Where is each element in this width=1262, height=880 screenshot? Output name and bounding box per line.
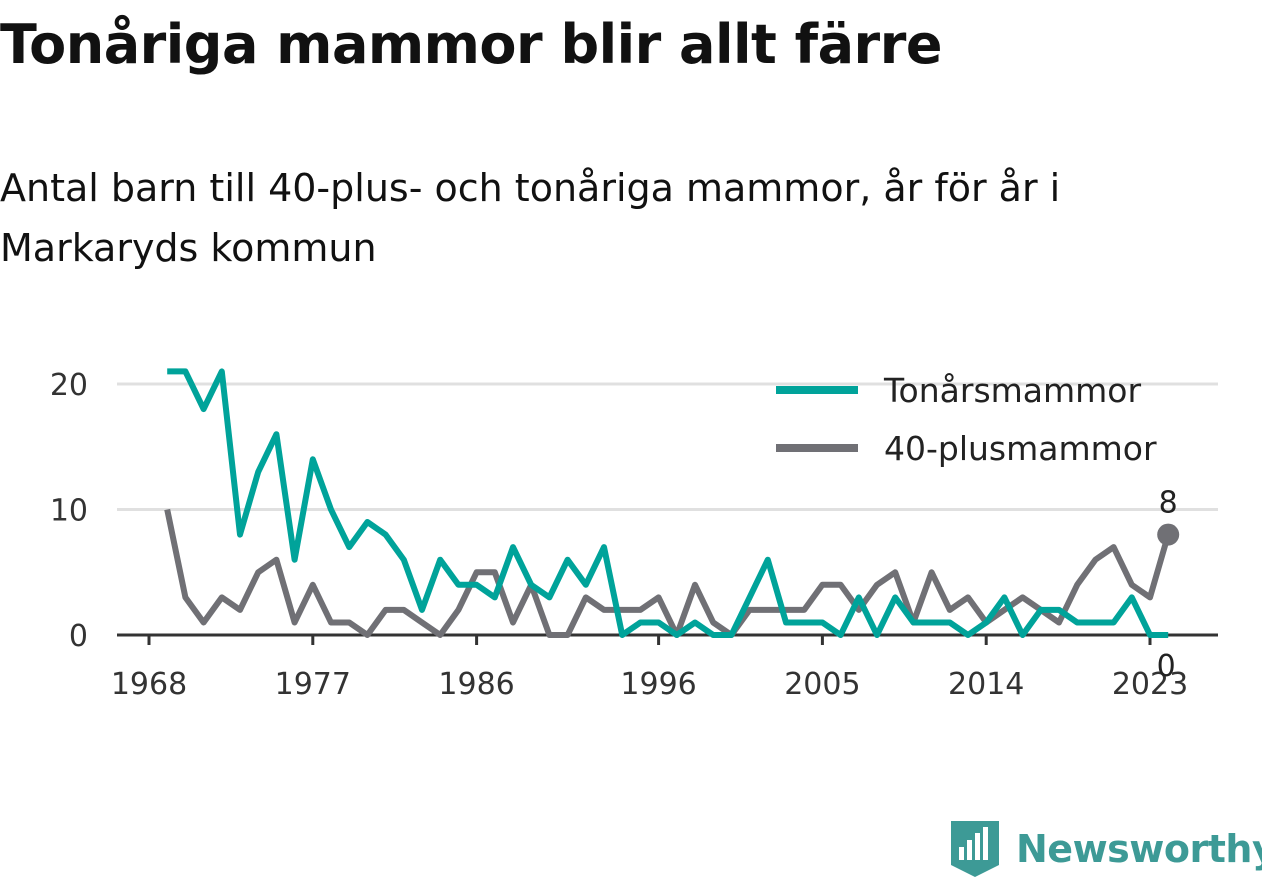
line-chart: 0 10 20 1968 1977 1986 1996 2005 2014 2023 Tonårsm…: [50, 368, 1218, 702]
chart-subtitle: Antal barn till 40-plus- och tonåriga ma…: [0, 166, 1061, 270]
end-value-label: 8: [1159, 486, 1178, 521]
brand-name: Newsworthy: [1016, 827, 1262, 871]
newsworthy-logo-icon: [951, 821, 999, 877]
x-tick-label: 2023: [1112, 667, 1188, 702]
legend-label: Tonårsmammor: [883, 371, 1141, 410]
legend-label: 40-plusmammor: [884, 429, 1157, 468]
x-tick-label: 1996: [620, 667, 696, 702]
x-tick-label: 1986: [438, 667, 514, 702]
chart-title: Tonåriga mammor blir allt färre: [0, 13, 942, 76]
y-tick-label: 20: [50, 368, 88, 403]
newsworthy-brand: Newsworthy: [948, 818, 1262, 880]
x-tick-label: 1977: [275, 667, 351, 702]
series-line: [167, 368, 1169, 638]
y-tick-label: 10: [50, 494, 88, 529]
series-line: [164, 508, 1172, 638]
x-tick-label: 1968: [111, 667, 187, 702]
series-end-point: [1157, 523, 1180, 546]
x-tick-label: 2014: [948, 667, 1024, 702]
y-tick-label: 0: [69, 619, 88, 654]
x-tick-label: 2005: [784, 667, 860, 702]
end-value-label: 0: [1157, 649, 1176, 684]
